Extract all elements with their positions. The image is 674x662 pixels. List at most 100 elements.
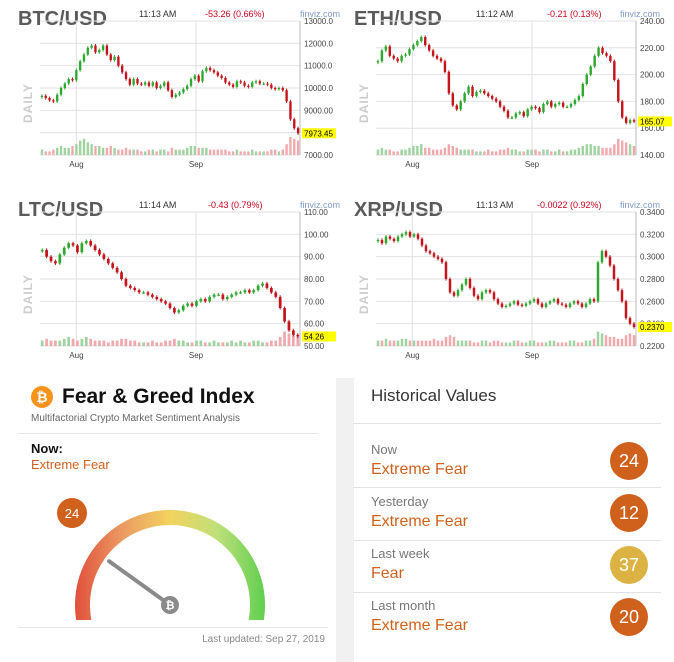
btc-chart[interactable]: BTC/USD 11:13 AM -53.26 (0.66%) finviz.c…	[18, 5, 340, 180]
x-tick-label: Aug	[69, 160, 83, 169]
volume-bar	[151, 340, 154, 346]
y-tick-label: 9000.00	[304, 106, 333, 115]
volume-bar	[416, 340, 420, 346]
volume-bar	[601, 147, 604, 155]
candle-body	[121, 65, 124, 73]
candle-body	[440, 258, 444, 263]
candle-body	[432, 253, 436, 257]
volume-bar	[544, 342, 548, 346]
volume-bar	[420, 340, 424, 346]
volume-bar	[285, 144, 288, 155]
candle-body	[388, 46, 392, 56]
candle-body	[208, 296, 212, 302]
fear-greed-gauge: ₿ 24	[57, 498, 265, 620]
candle-body	[128, 79, 132, 85]
volume-bar	[490, 151, 494, 155]
candle-body	[247, 85, 250, 87]
candle-body	[480, 292, 484, 300]
candle-body	[124, 279, 128, 286]
volume-bar	[496, 340, 500, 346]
volume-bar	[212, 340, 216, 346]
finviz-brand[interactable]: finviz.com	[300, 200, 340, 210]
y-tick-label: 0.2200	[640, 342, 665, 351]
candle-body	[400, 55, 403, 62]
candle-body	[597, 47, 600, 56]
volume-bar	[274, 340, 278, 346]
volume-bar	[484, 340, 488, 346]
volume-bar	[632, 146, 636, 155]
volume-bar	[585, 144, 588, 155]
volume-bar	[556, 342, 560, 346]
candle-body	[197, 75, 200, 82]
volume-bar	[235, 149, 239, 155]
ltc-chart[interactable]: LTC/USD 11:14 AM -0.43 (0.79%) finviz.co…	[18, 196, 340, 371]
volume-bar	[140, 151, 143, 155]
finviz-brand[interactable]: finviz.com	[620, 200, 660, 210]
volume-bar	[376, 149, 380, 155]
volume-bar	[569, 149, 573, 155]
y-tick-label: 0.2800	[640, 275, 665, 284]
volume-bar	[456, 340, 460, 346]
candle-body	[230, 294, 234, 297]
y-tick-label: 0.3200	[640, 230, 665, 239]
last-price-tag	[302, 331, 336, 342]
y-tick-label: 0.2600	[640, 297, 665, 306]
finviz-brand[interactable]: finviz.com	[620, 9, 660, 19]
candle-body	[451, 93, 455, 106]
volume-bar	[464, 340, 468, 346]
volume-bar	[432, 338, 436, 346]
candle-body	[105, 45, 109, 55]
volume-bar	[444, 337, 448, 346]
volume-bar	[459, 149, 462, 155]
volume-bar	[588, 340, 592, 346]
xrp-chart[interactable]: XRP/USD 11:13 AM -0.0022 (0.92%) finviz.…	[354, 196, 674, 371]
candle-body	[608, 256, 612, 266]
candle-body	[592, 299, 596, 302]
volume-bar	[262, 151, 265, 155]
candle-body	[528, 301, 532, 304]
volume-bar	[173, 338, 176, 346]
history-label: Yesterday	[371, 494, 429, 509]
candle-body	[620, 101, 624, 118]
candle-body	[124, 72, 128, 80]
volume-bar	[573, 149, 577, 155]
volume-bar	[620, 140, 624, 155]
volume-bar	[265, 342, 269, 346]
volume-bar	[128, 340, 132, 346]
x-tick-label: Aug	[405, 160, 419, 169]
volume-bar	[78, 140, 82, 155]
volume-bar	[380, 147, 384, 155]
volume-bar	[56, 147, 59, 155]
candle-body	[467, 86, 470, 94]
volume-bar	[412, 146, 415, 155]
volume-bar	[40, 340, 44, 346]
volume-bar	[247, 342, 251, 346]
y-tick-label: 160.00	[640, 124, 665, 133]
volume-bar	[597, 146, 600, 155]
candle-body	[220, 75, 223, 78]
volume-bar	[197, 147, 200, 155]
candle-body	[293, 119, 296, 129]
candle-body	[143, 82, 147, 85]
candle-body	[186, 85, 189, 90]
candle-body	[217, 294, 220, 296]
finviz-brand[interactable]: finviz.com	[300, 9, 340, 19]
candle-body	[540, 303, 544, 307]
volume-bar	[111, 340, 115, 346]
candle-body	[522, 112, 525, 117]
eth-chart[interactable]: ETH/USD 11:12 AM -0.21 (0.13%) finviz.co…	[354, 5, 674, 180]
y-tick-label: 180.00	[640, 97, 665, 106]
volume-bar	[281, 149, 284, 155]
xrp-candles: 0.34000.32000.30000.28000.26000.24000.22…	[376, 208, 672, 360]
candle-body	[190, 303, 194, 306]
volume-bar	[239, 340, 242, 346]
candle-body	[400, 234, 404, 237]
y-tick-label: 80.00	[304, 275, 325, 284]
volume-bar	[532, 340, 536, 346]
volume-bar	[581, 146, 585, 155]
candle-body	[71, 79, 74, 81]
volume-bar	[483, 151, 486, 155]
candle-body	[404, 54, 407, 56]
candle-body	[173, 308, 176, 313]
candle-body	[71, 243, 75, 246]
